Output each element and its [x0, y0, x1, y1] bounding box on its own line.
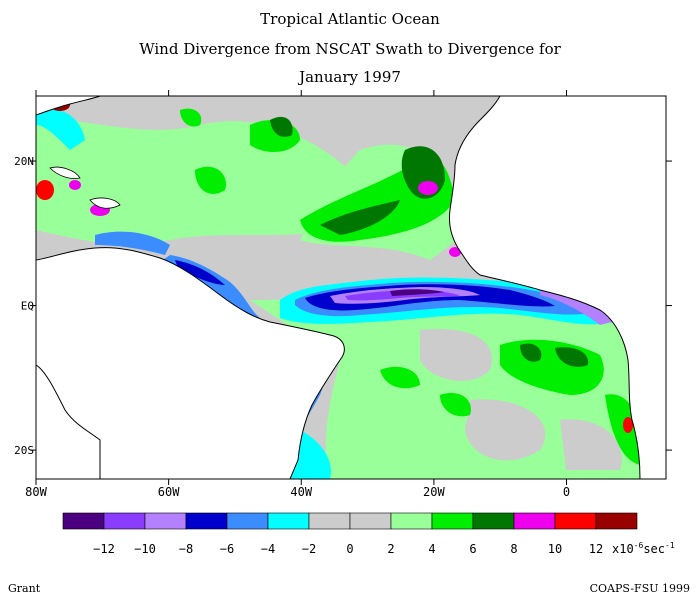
x-tick-label: 60W — [158, 485, 180, 499]
field-darkgreen-south-2 — [555, 347, 589, 367]
chart-title-line-3: January 1997 — [299, 68, 401, 86]
field-darkgreen-cape-verde — [320, 200, 400, 235]
colorbar-tick-label: −4 — [261, 542, 275, 556]
credit-label: COAPS-FSU 1999 — [589, 582, 690, 595]
x-axis: 80W 60W 40W 20W 0 — [25, 90, 570, 499]
colorbar-tick-label: −12 — [93, 542, 115, 556]
y-axis: 20N EQ 20S — [14, 155, 672, 457]
field-gray-patch-2 — [465, 399, 546, 461]
field-gray-patch-3 — [560, 419, 622, 470]
colorbar-tick-label: 4 — [428, 542, 435, 556]
field-red-namibia — [623, 417, 633, 433]
y-tick-label: 20N — [14, 155, 34, 168]
colorbar-tick-label: 8 — [510, 542, 517, 556]
author-label: Grant — [8, 582, 41, 595]
colorbar-swatch — [185, 512, 228, 530]
field-red-caribbean-1 — [36, 180, 54, 200]
colorbar-units: x10-6sec-1 — [612, 541, 675, 556]
field-magenta-caribbean-3 — [69, 180, 81, 190]
field-darkgreen-patch-1 — [270, 116, 293, 137]
chart-title-line-2: Wind Divergence from NSCAT Swath to Dive… — [139, 40, 561, 58]
colorbar-tick-label: 0 — [346, 542, 353, 556]
x-tick-label: 20W — [423, 485, 445, 499]
colorbar-swatch — [595, 512, 638, 530]
field-gray-patch-1 — [420, 329, 492, 381]
colorbar-swatch — [431, 512, 474, 530]
field-indigo-itcz — [390, 289, 445, 296]
colorbar-tick-label: −10 — [134, 542, 156, 556]
land-africa — [449, 96, 666, 479]
land-cuba — [49, 166, 81, 179]
colorbar-tick-label: −2 — [302, 542, 316, 556]
field-cyan-caribbean — [36, 108, 85, 150]
colorbar-swatch — [349, 512, 392, 530]
colorbar-swatch — [513, 512, 556, 530]
colorbar-tick-label: 12 — [589, 542, 603, 556]
colorbar-swatch — [267, 512, 310, 530]
field-green-south-2 — [380, 366, 420, 389]
colorbar-swatch — [554, 512, 597, 530]
colorbar-swatch — [103, 512, 146, 530]
field-darkblue-brazil-north — [175, 260, 225, 285]
land-north-america — [36, 96, 101, 116]
field-green-patch-2 — [195, 166, 226, 194]
x-tick-label: 40W — [290, 485, 312, 499]
colorbar-swatch — [226, 512, 269, 530]
x-tick-label: 0 — [563, 485, 570, 499]
colorbar-tick-label: −6 — [220, 542, 234, 556]
colorbar-tick-label: 6 — [469, 542, 476, 556]
colorbar — [62, 512, 638, 530]
land-south-america — [36, 247, 345, 479]
plot-frame — [35, 95, 667, 480]
colorbar-swatch — [62, 512, 105, 530]
colorbar-swatch — [472, 512, 515, 530]
field-magenta-senegal — [449, 247, 461, 257]
chart-title-line-1: Tropical Atlantic Ocean — [260, 10, 440, 28]
field-magenta-west-africa — [418, 181, 438, 195]
colorbar-swatch — [390, 512, 433, 530]
colorbar-tick-labels: −12 −10 −8 −6 −4 −2 0 2 4 6 8 10 12 — [93, 542, 603, 556]
plot-area — [36, 96, 666, 479]
colorbar-swatch — [308, 512, 351, 530]
land-hispaniola — [89, 197, 121, 209]
field-blue-caribbean-south — [95, 231, 170, 255]
field-darkgreen-south-1 — [520, 343, 542, 362]
colorbar-swatch — [144, 512, 187, 530]
field-green-patch-3 — [180, 108, 202, 127]
y-tick-label: EQ — [21, 300, 34, 313]
y-tick-label: 20S — [14, 444, 34, 457]
land-south-america-south — [36, 364, 101, 479]
field-green-south-3 — [440, 392, 471, 417]
colorbar-tick-label: 2 — [387, 542, 394, 556]
colorbar-tick-label: 10 — [548, 542, 562, 556]
x-tick-label: 80W — [25, 485, 47, 499]
colorbar-tick-label: −8 — [179, 542, 193, 556]
